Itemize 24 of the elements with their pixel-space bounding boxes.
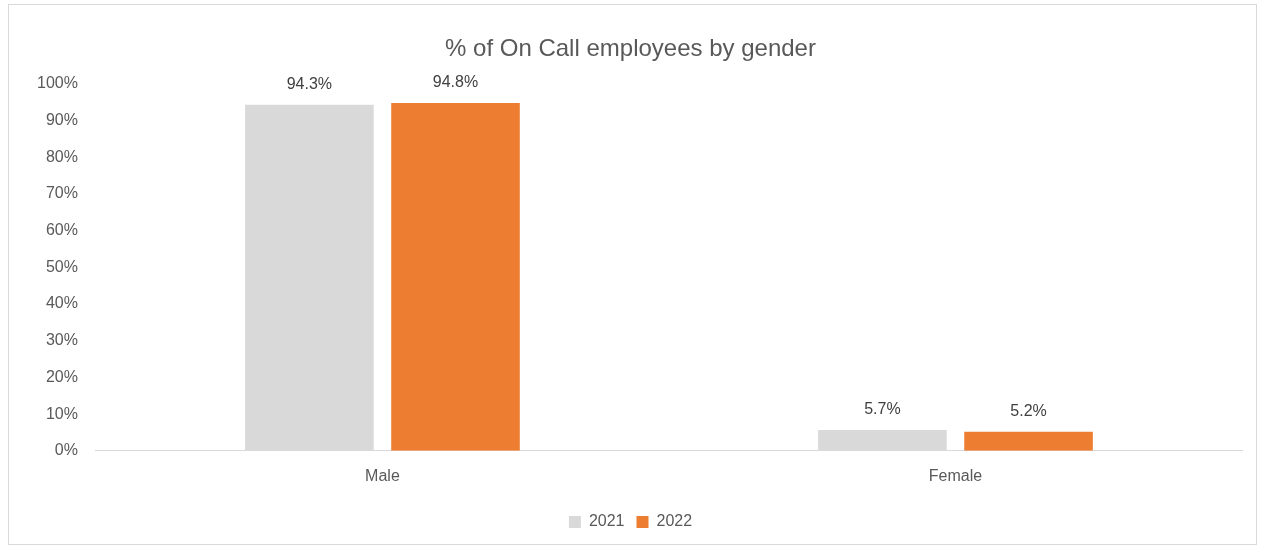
y-tick-label: 40% xyxy=(45,294,78,312)
data-label: 5.2% xyxy=(1010,402,1047,420)
bar xyxy=(245,104,374,451)
x-tick-label: Female xyxy=(928,466,983,484)
y-tick-label: 60% xyxy=(45,221,78,239)
y-tick-label: 10% xyxy=(45,404,78,422)
y-tick-label: 90% xyxy=(45,110,78,128)
y-tick-label: 20% xyxy=(45,367,78,385)
data-label: 94.3% xyxy=(286,75,333,93)
x-tick-label: Male xyxy=(365,466,400,484)
y-tick-label: 80% xyxy=(45,147,78,165)
bar xyxy=(391,102,520,451)
chart-title: % of On Call employees by gender xyxy=(445,34,816,62)
legend-label: 2022 xyxy=(656,512,693,530)
bar xyxy=(818,429,947,451)
y-tick-label: 50% xyxy=(45,257,78,275)
data-label: 94.8% xyxy=(432,73,479,91)
bar xyxy=(964,431,1093,451)
y-tick-label: 30% xyxy=(45,331,78,349)
y-tick-label: 70% xyxy=(45,184,78,202)
y-tick-label: 0% xyxy=(54,441,78,459)
legend-label: 2021 xyxy=(588,512,625,530)
y-tick-label: 100% xyxy=(37,74,78,92)
data-label: 5.7% xyxy=(864,400,901,418)
